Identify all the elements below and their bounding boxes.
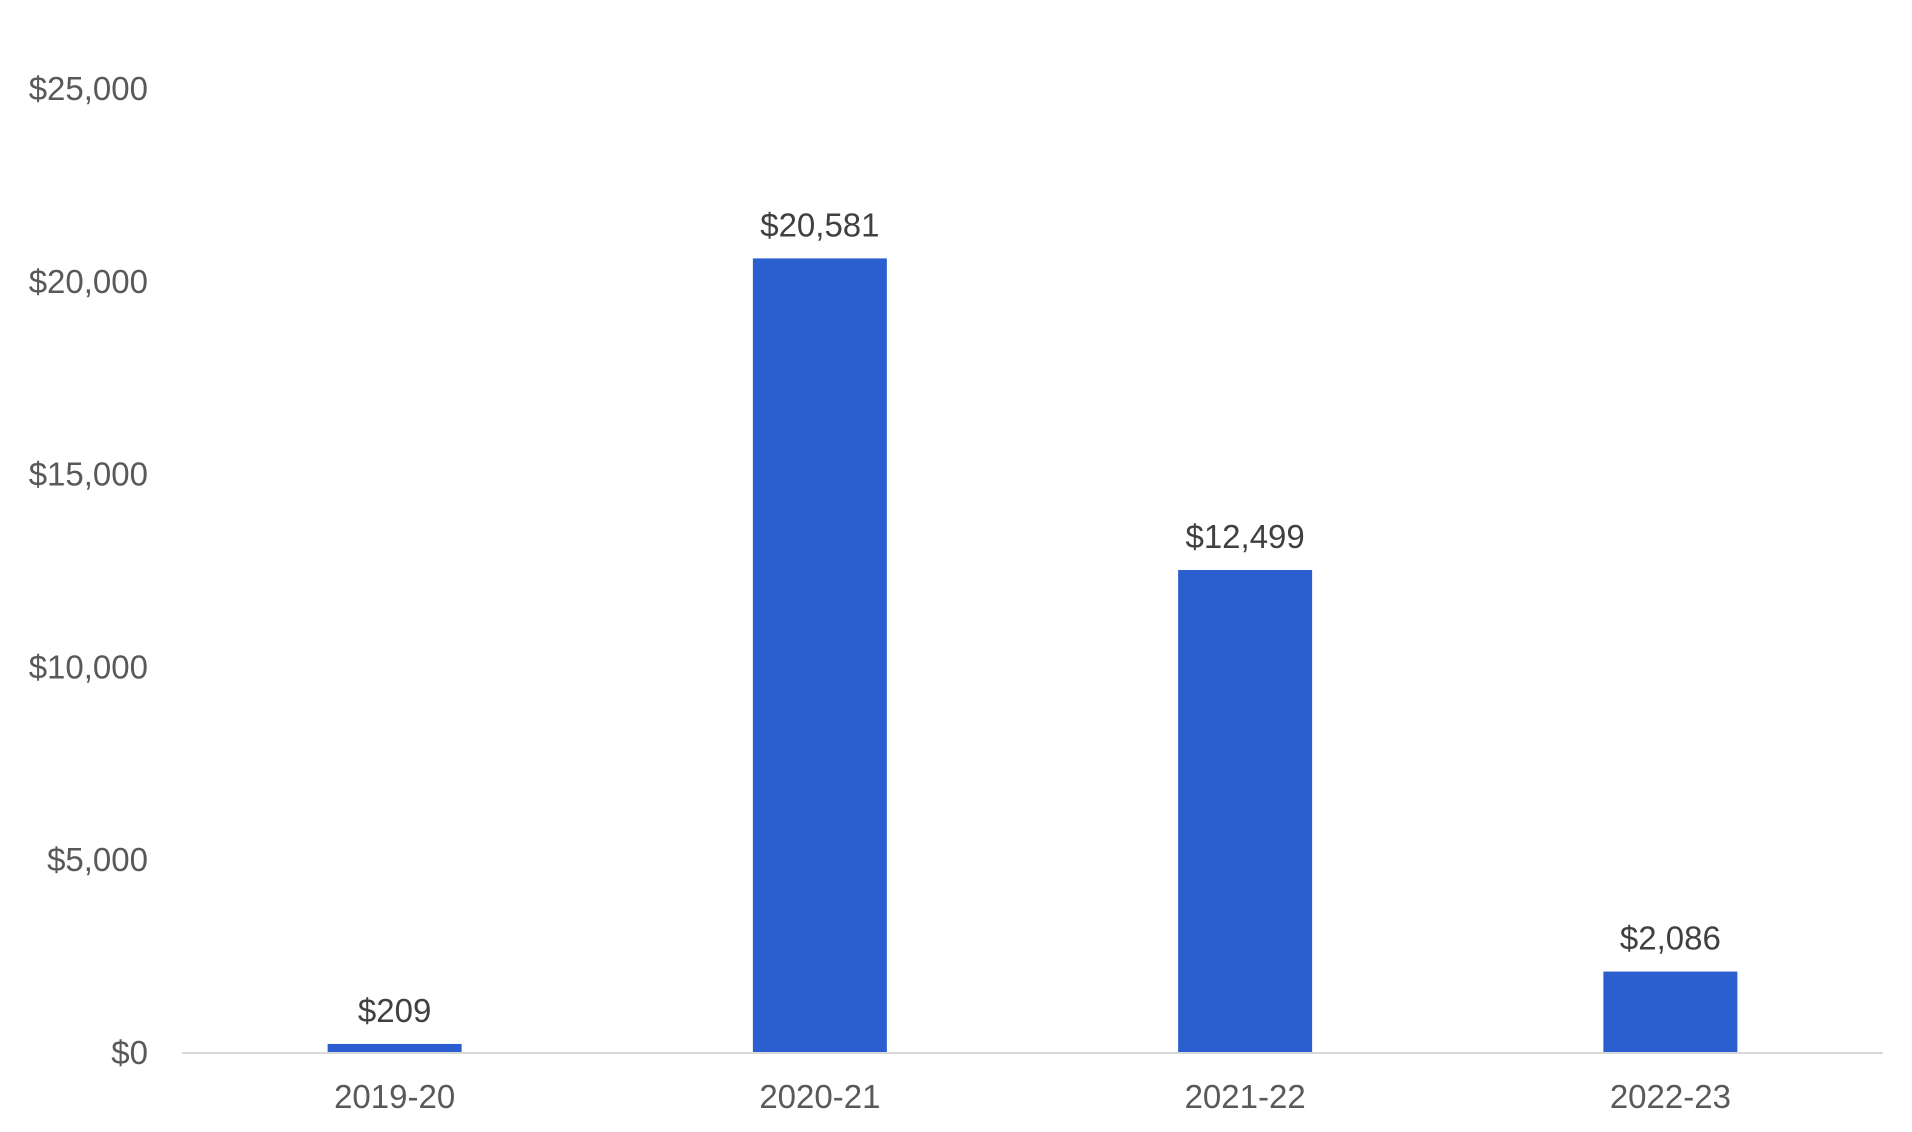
y-tick-label: $5,000 — [47, 841, 148, 878]
x-tick-label-2019-20: 2019-20 — [334, 1078, 455, 1115]
y-axis-tick-labels: $0 $5,000 $10,000 $15,000 $20,000 $25,000 — [29, 70, 148, 1071]
x-axis-tick-labels: 2019-20 2020-21 2021-22 2022-23 — [334, 1078, 1731, 1115]
y-tick-label: $20,000 — [29, 263, 148, 300]
bar-2020-21 — [752, 258, 887, 1053]
data-labels: $209 $20,581 $12,499 $2,086 — [358, 206, 1721, 1029]
y-tick-label: $15,000 — [29, 456, 148, 493]
data-label-2021-22: $12,499 — [1185, 518, 1304, 555]
y-tick-label: $0 — [111, 1034, 148, 1071]
bar-2019-20 — [327, 1043, 462, 1052]
data-label-2020-21: $20,581 — [760, 206, 879, 243]
x-tick-label-2022-23: 2022-23 — [1610, 1078, 1731, 1115]
bars — [327, 258, 1738, 1053]
bar-2022-23 — [1603, 971, 1738, 1052]
data-label-2019-20: $209 — [358, 992, 431, 1029]
bar-2021-22 — [1178, 570, 1313, 1052]
x-tick-label-2021-22: 2021-22 — [1185, 1078, 1306, 1115]
x-tick-label-2020-21: 2020-21 — [759, 1078, 880, 1115]
data-label-2022-23: $2,086 — [1620, 920, 1721, 957]
y-tick-label: $25,000 — [29, 70, 148, 107]
y-tick-label: $10,000 — [29, 648, 148, 685]
